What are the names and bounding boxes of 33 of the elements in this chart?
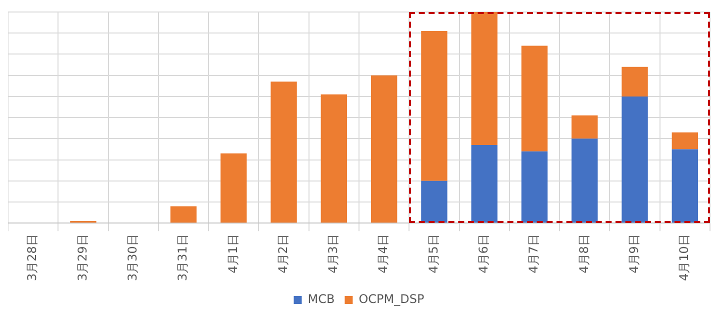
bar: [320, 94, 348, 223]
x-tick-label: 4月1日: [226, 234, 240, 274]
x-tick-label: 4月8日: [576, 234, 591, 274]
bar: [421, 31, 448, 181]
bar: [471, 144, 498, 223]
bar: [521, 46, 548, 152]
bar: [370, 75, 398, 223]
bar: [622, 66, 648, 96]
x-tick-label: 4月4日: [376, 234, 390, 274]
bar: [672, 149, 698, 223]
x-tick-label: 4月2日: [276, 234, 290, 274]
x-tick-label: 4月6日: [476, 234, 490, 274]
x-tick-label: 4月9日: [626, 234, 641, 274]
bar: [572, 115, 598, 139]
bar: [572, 138, 598, 223]
bar: [521, 151, 548, 223]
x-tick-label: 4月10日: [677, 234, 692, 281]
bar: [170, 206, 197, 223]
bar: [220, 153, 247, 223]
x-tick-label: 3月28日: [25, 234, 40, 281]
x-tick-label: 3月29日: [75, 234, 90, 281]
bar: [622, 96, 648, 223]
legend-label: OCPM_DSP: [358, 292, 424, 306]
legend-label: MCB: [308, 292, 335, 306]
bar: [672, 132, 698, 150]
x-tick-label: 3月30日: [125, 234, 140, 281]
bar: [270, 82, 297, 223]
x-tick-label: 3月31日: [176, 234, 190, 281]
x-tick-label: 4月5日: [426, 234, 440, 274]
bar: [471, 12, 498, 145]
x-tick-label: 4月3日: [326, 234, 340, 274]
bar: [421, 180, 448, 223]
x-tick-label: 4月7日: [526, 234, 541, 274]
